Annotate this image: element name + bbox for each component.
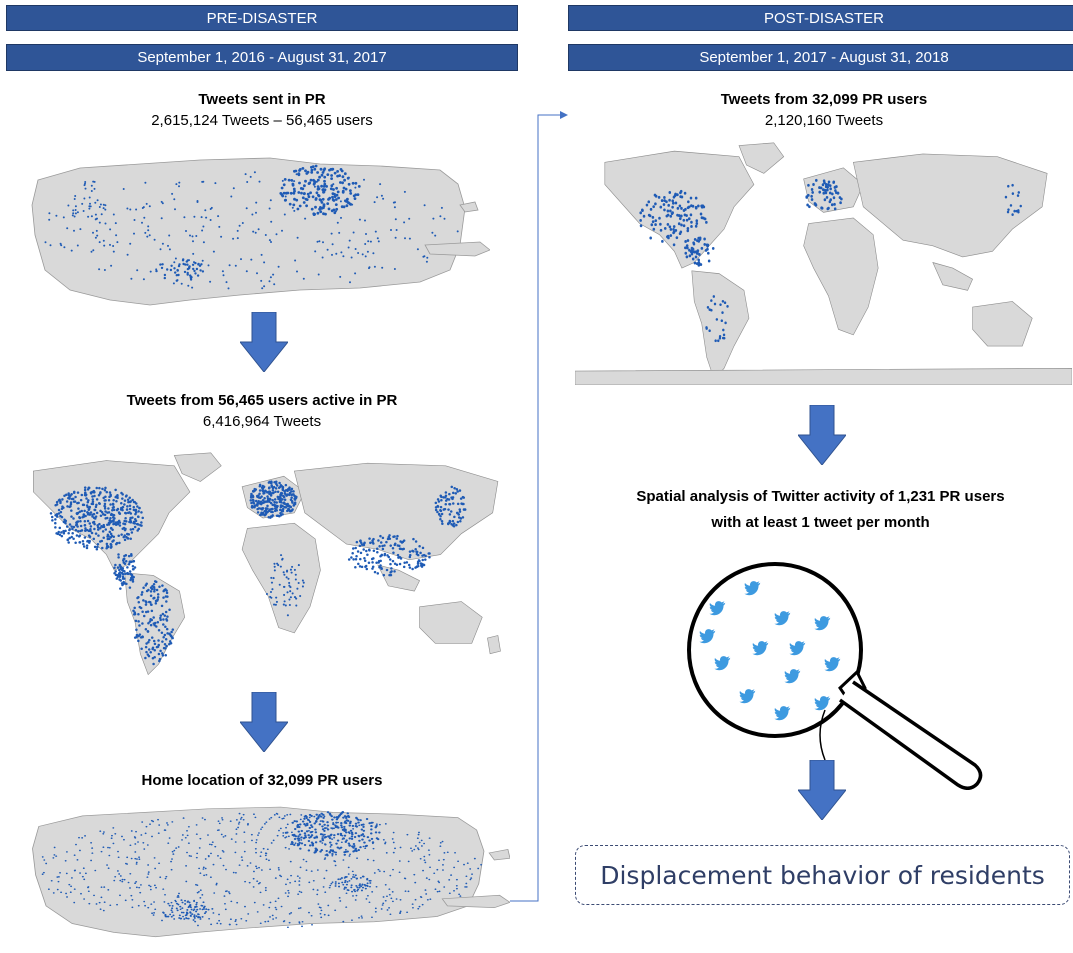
world-tweet-dots-pre <box>49 480 467 666</box>
pr-home-location-map <box>32 806 510 938</box>
vieques-shape <box>424 241 490 257</box>
pre-step3-caption: Home location of 32,099 PR users <box>6 770 518 791</box>
post-disaster-header: POST-DISASTER <box>568 5 1073 31</box>
pre-step2-title: Tweets from 56,465 users active in PR <box>126 392 398 409</box>
twitter-bird-group <box>699 581 841 721</box>
analysis-caption: Spatial analysis of Twitter activity of … <box>568 484 1073 536</box>
twitter-bird-icon <box>824 657 841 672</box>
down-arrow-icon <box>240 312 288 372</box>
connector-arrow-icon <box>510 111 568 902</box>
post-step1-title: Tweets from 32,099 PR users <box>720 91 928 108</box>
twitter-bird-icon <box>714 656 731 671</box>
down-arrow-icon <box>798 760 846 820</box>
world-tweets-map-pre <box>2 450 524 680</box>
pr-tweets-map <box>31 157 490 306</box>
twitter-bird-icon <box>774 611 791 626</box>
down-arrow-icon <box>240 692 288 752</box>
vieques-shape <box>441 894 510 909</box>
pre-step3-title: Home location of 32,099 PR users <box>141 772 383 789</box>
culebra-shape <box>488 848 510 861</box>
post-step1-caption: Tweets from 32,099 PR users 2,120,160 Tw… <box>568 89 1073 131</box>
culebra-shape <box>459 201 479 213</box>
down-arrow-icon <box>798 405 846 465</box>
pre-disaster-header: PRE-DISASTER <box>6 5 518 31</box>
post-disaster-period-label: September 1, 2017 - August 31, 2018 <box>699 49 949 66</box>
pr-tweet-dots <box>44 164 459 290</box>
twitter-bird-icon <box>752 641 769 656</box>
twitter-bird-icon <box>814 616 831 631</box>
pre-step2-stats: 6,416,964 Tweets <box>202 413 322 430</box>
pr-island-shape <box>32 806 485 938</box>
pre-step1-caption: Tweets sent in PR 2,615,124 Tweets – 56,… <box>6 89 518 131</box>
pre-step2-caption: Tweets from 56,465 users active in PR 6,… <box>6 390 518 432</box>
twitter-bird-icon <box>744 581 761 596</box>
home-location-dots <box>41 811 483 929</box>
pre-disaster-period: September 1, 2016 - August 31, 2017 <box>6 44 518 71</box>
post-disaster-period: September 1, 2017 - August 31, 2018 <box>568 44 1073 71</box>
post-step1-stats: 2,120,160 Tweets <box>764 112 884 129</box>
pre-disaster-header-label: PRE-DISASTER <box>206 9 318 27</box>
post-disaster-header-label: POST-DISASTER <box>763 9 885 27</box>
analysis-line1: Spatial analysis of Twitter activity of … <box>636 488 1005 505</box>
twitter-bird-icon <box>709 601 726 616</box>
twitter-bird-icon <box>699 629 716 644</box>
pre-disaster-period-label: September 1, 2016 - August 31, 2017 <box>137 49 387 66</box>
world-tweet-dots-post <box>639 178 1022 343</box>
pre-step1-title: Tweets sent in PR <box>198 91 326 108</box>
twitter-bird-icon <box>789 641 806 656</box>
twitter-bird-icon <box>814 696 831 711</box>
magnifier-icon <box>687 562 983 790</box>
twitter-bird-icon <box>774 706 791 721</box>
twitter-bird-icon <box>784 669 801 684</box>
result-label: Displacement behavior of residents <box>600 860 1045 890</box>
result-box: Displacement behavior of residents <box>575 845 1070 905</box>
world-tweets-map-post <box>575 142 1072 385</box>
analysis-line2: with at least 1 tweet per month <box>711 514 930 531</box>
twitter-bird-icon <box>739 689 756 704</box>
pre-step1-stats: 2,615,124 Tweets – 56,465 users <box>151 112 373 129</box>
